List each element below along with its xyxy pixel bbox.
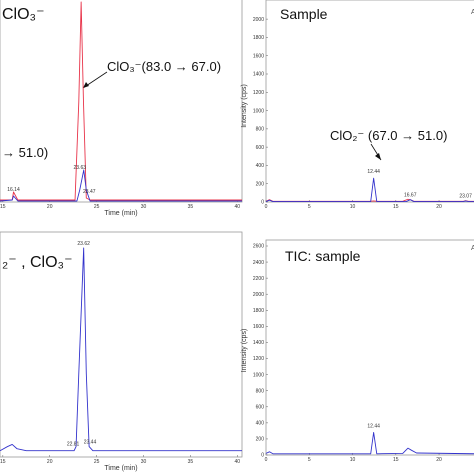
series-line (265, 432, 474, 455)
clo3-transition-label: ClO₃⁻(83.0 → 67.0) (107, 59, 221, 74)
y-tick-label: 1600 (253, 324, 264, 330)
clo2-transition-label: ClO₂⁻ (67.0 → 51.0) (330, 128, 447, 143)
panel-top-left (0, 0, 243, 203)
y-tick-label: 0 (261, 200, 264, 206)
y-tick-label: 1000 (253, 108, 264, 114)
x-tick-label: 15 (393, 204, 399, 210)
y-tick-label: 2600 (253, 244, 264, 250)
x-tick-label: 10 (350, 457, 356, 463)
x-tick-label: 15 (0, 204, 6, 210)
y-tick-label: 1000 (253, 372, 264, 378)
clo3-species-label: ClO₃⁻ (2, 6, 45, 23)
x-tick-label: 30 (141, 204, 147, 210)
peak-label: 16.67 (404, 193, 417, 199)
x-tick-label: 40 (235, 459, 241, 465)
x-axis-label: Time (min) (104, 465, 137, 472)
x-tick-label: 40 (235, 204, 241, 210)
x-tick-label: 35 (188, 459, 194, 465)
y-tick-label: 0 (261, 453, 264, 459)
x-tick-label: 15 (393, 457, 399, 463)
series-line (0, 1, 242, 201)
y-tick-label: 2400 (253, 260, 264, 266)
peak-label: 23.63 (74, 165, 87, 171)
x-tick-label: 35 (188, 204, 194, 210)
y-tick-label: 800 (256, 388, 265, 394)
x-axis-label: Time (min) (104, 210, 137, 217)
plot-frame (265, 239, 474, 456)
x-tick-label: 10 (350, 204, 356, 210)
corner-mark: A (471, 9, 474, 16)
panel-top-right (265, 0, 474, 203)
series-line (0, 169, 242, 202)
y-tick-label: 2000 (253, 17, 264, 23)
panel-bottom-right (265, 239, 474, 456)
y-tick-label: 200 (256, 437, 265, 443)
plot-frame (265, 0, 474, 203)
peak-label: 23.62 (77, 241, 90, 247)
x-tick-label: 25 (94, 459, 100, 465)
x-tick-label: 30 (141, 459, 147, 465)
clo2-arrowhead (375, 153, 381, 160)
y-tick-label: 2200 (253, 276, 264, 282)
y-tick-label: 2000 (253, 292, 264, 298)
series-line (265, 177, 474, 202)
y-axis-label: Intensity (cps) (241, 84, 248, 128)
x-tick-label: 5 (308, 457, 311, 463)
y-tick-label: 200 (256, 181, 265, 187)
x-tick-label: 20 (436, 457, 442, 463)
sample-title: Sample (280, 6, 328, 22)
y-tick-label: 400 (256, 421, 265, 427)
x-tick-label: 20 (436, 204, 442, 210)
corner-mark: A (471, 245, 474, 252)
peak-label: 23.07 (459, 194, 472, 200)
peak-label: 16.14 (7, 187, 20, 193)
peak-label: 22.81 (67, 442, 80, 448)
peak-label: 12.44 (367, 423, 380, 429)
tic-sample-title: TIC: sample (285, 248, 361, 264)
clo3-arrowhead (83, 82, 89, 88)
y-tick-label: 1400 (253, 72, 264, 78)
y-tick-label: 400 (256, 163, 265, 169)
y-tick-label: 600 (256, 145, 265, 151)
y-tick-label: 1200 (253, 90, 264, 96)
peak-label: 23.47 (83, 189, 96, 195)
panel-bottom-left (0, 231, 243, 458)
clo2-transition-partial-label: → 51.0) (2, 145, 48, 160)
y-tick-label: 1400 (253, 340, 264, 346)
plot-frame (0, 0, 243, 203)
x-tick-label: 0 (265, 204, 268, 210)
x-tick-label: 15 (0, 459, 6, 465)
x-tick-label: 25 (94, 204, 100, 210)
y-tick-label: 1800 (253, 35, 264, 41)
y-tick-label: 1800 (253, 308, 264, 314)
x-tick-label: 20 (47, 204, 53, 210)
y-tick-label: 800 (256, 127, 265, 133)
peak-label: 12.44 (367, 169, 380, 175)
clo2-clo3-species-label: ₂⁻ , ClO₃⁻ (2, 254, 73, 271)
peak-label: 23.44 (84, 439, 97, 445)
y-tick-label: 600 (256, 404, 265, 410)
x-tick-label: 20 (47, 459, 53, 465)
plot-frame (0, 231, 243, 458)
x-tick-label: 5 (308, 204, 311, 210)
series-line (0, 247, 242, 452)
y-tick-label: 1200 (253, 356, 264, 362)
y-axis-label: Intensity (cps) (241, 329, 248, 373)
y-tick-label: 1600 (253, 53, 264, 59)
x-tick-label: 0 (265, 457, 268, 463)
